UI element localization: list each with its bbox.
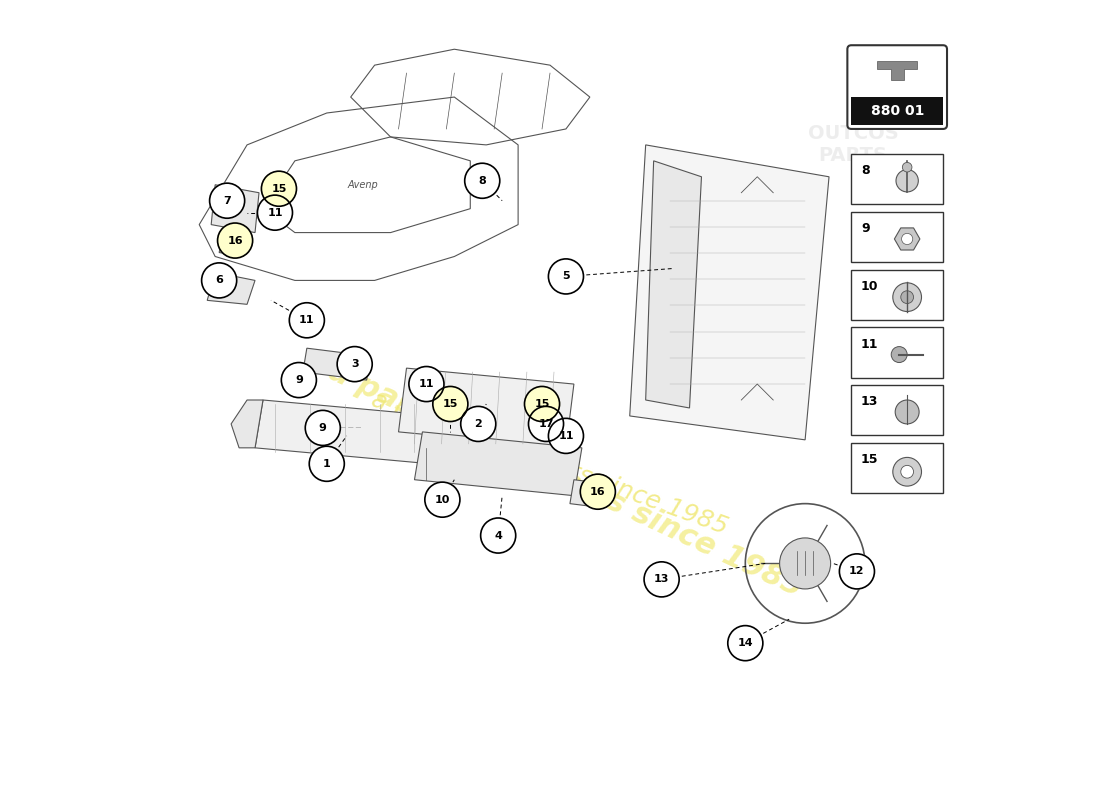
Polygon shape bbox=[629, 145, 829, 440]
Text: 880 01: 880 01 bbox=[870, 104, 924, 118]
Circle shape bbox=[839, 554, 875, 589]
Circle shape bbox=[893, 283, 922, 311]
Text: a passion for parts since 1985: a passion for parts since 1985 bbox=[324, 357, 807, 602]
FancyBboxPatch shape bbox=[851, 154, 943, 204]
Circle shape bbox=[481, 518, 516, 553]
Text: 9: 9 bbox=[319, 423, 327, 433]
Circle shape bbox=[901, 466, 913, 478]
Text: 5: 5 bbox=[562, 271, 570, 282]
Text: 14: 14 bbox=[737, 638, 754, 648]
Circle shape bbox=[464, 163, 499, 198]
Circle shape bbox=[893, 458, 922, 486]
Circle shape bbox=[549, 259, 583, 294]
FancyBboxPatch shape bbox=[851, 212, 943, 262]
Text: 2: 2 bbox=[474, 419, 482, 429]
FancyBboxPatch shape bbox=[847, 46, 947, 129]
Circle shape bbox=[210, 183, 244, 218]
Circle shape bbox=[645, 562, 679, 597]
Text: 9: 9 bbox=[295, 375, 302, 385]
Text: a passion for parts since 1985: a passion for parts since 1985 bbox=[368, 388, 732, 540]
Text: 15: 15 bbox=[272, 184, 287, 194]
Polygon shape bbox=[646, 161, 702, 408]
Text: ─ ─ ─ ─: ─ ─ ─ ─ bbox=[333, 423, 361, 433]
Polygon shape bbox=[398, 368, 574, 448]
Text: 15: 15 bbox=[442, 399, 458, 409]
Circle shape bbox=[902, 234, 913, 245]
FancyBboxPatch shape bbox=[851, 443, 943, 494]
Circle shape bbox=[262, 171, 297, 206]
Circle shape bbox=[282, 362, 317, 398]
Circle shape bbox=[525, 386, 560, 422]
Polygon shape bbox=[302, 348, 371, 380]
Circle shape bbox=[257, 195, 293, 230]
Text: OUTCOS
PARTS: OUTCOS PARTS bbox=[807, 124, 899, 166]
Circle shape bbox=[461, 406, 496, 442]
Polygon shape bbox=[219, 233, 248, 257]
Polygon shape bbox=[207, 273, 255, 304]
FancyBboxPatch shape bbox=[851, 270, 943, 320]
Text: 3: 3 bbox=[351, 359, 359, 369]
Text: 13: 13 bbox=[861, 395, 878, 408]
FancyBboxPatch shape bbox=[851, 97, 943, 125]
Circle shape bbox=[528, 406, 563, 442]
Text: 11: 11 bbox=[299, 315, 315, 326]
Text: 10: 10 bbox=[434, 494, 450, 505]
Text: 13: 13 bbox=[653, 574, 669, 584]
Polygon shape bbox=[415, 432, 582, 496]
Text: 11: 11 bbox=[419, 379, 435, 389]
Circle shape bbox=[891, 346, 908, 362]
Circle shape bbox=[337, 346, 372, 382]
Polygon shape bbox=[894, 228, 920, 250]
Text: Avenp: Avenp bbox=[348, 180, 378, 190]
Text: 15: 15 bbox=[861, 454, 879, 466]
Text: 15: 15 bbox=[535, 399, 550, 409]
Text: 4: 4 bbox=[494, 530, 502, 541]
Text: 16: 16 bbox=[590, 486, 606, 497]
Circle shape bbox=[425, 482, 460, 517]
Polygon shape bbox=[570, 480, 606, 508]
Circle shape bbox=[581, 474, 615, 510]
Text: 11: 11 bbox=[267, 208, 283, 218]
Circle shape bbox=[289, 302, 324, 338]
Circle shape bbox=[728, 626, 763, 661]
Circle shape bbox=[902, 162, 912, 172]
Circle shape bbox=[896, 170, 918, 192]
FancyBboxPatch shape bbox=[851, 327, 943, 378]
Circle shape bbox=[549, 418, 583, 454]
Circle shape bbox=[309, 446, 344, 482]
Polygon shape bbox=[231, 400, 263, 448]
Circle shape bbox=[780, 538, 830, 589]
Circle shape bbox=[201, 263, 236, 298]
Polygon shape bbox=[211, 185, 258, 233]
Text: 16: 16 bbox=[228, 235, 243, 246]
Text: 8: 8 bbox=[861, 164, 869, 177]
Circle shape bbox=[901, 290, 913, 303]
Text: 6: 6 bbox=[216, 275, 223, 286]
Text: 7: 7 bbox=[223, 196, 231, 206]
Text: 12: 12 bbox=[849, 566, 865, 577]
Text: 10: 10 bbox=[861, 280, 879, 294]
Text: 8: 8 bbox=[478, 176, 486, 186]
Circle shape bbox=[895, 400, 920, 424]
Circle shape bbox=[409, 366, 444, 402]
Circle shape bbox=[785, 543, 825, 583]
Text: 9: 9 bbox=[861, 222, 869, 235]
Polygon shape bbox=[255, 400, 439, 464]
Text: 11: 11 bbox=[558, 431, 574, 441]
Circle shape bbox=[218, 223, 253, 258]
Polygon shape bbox=[878, 61, 917, 80]
Text: 17: 17 bbox=[538, 419, 553, 429]
Circle shape bbox=[306, 410, 340, 446]
Text: 11: 11 bbox=[861, 338, 879, 350]
Circle shape bbox=[432, 386, 468, 422]
FancyBboxPatch shape bbox=[851, 385, 943, 435]
Text: 1: 1 bbox=[323, 458, 331, 469]
